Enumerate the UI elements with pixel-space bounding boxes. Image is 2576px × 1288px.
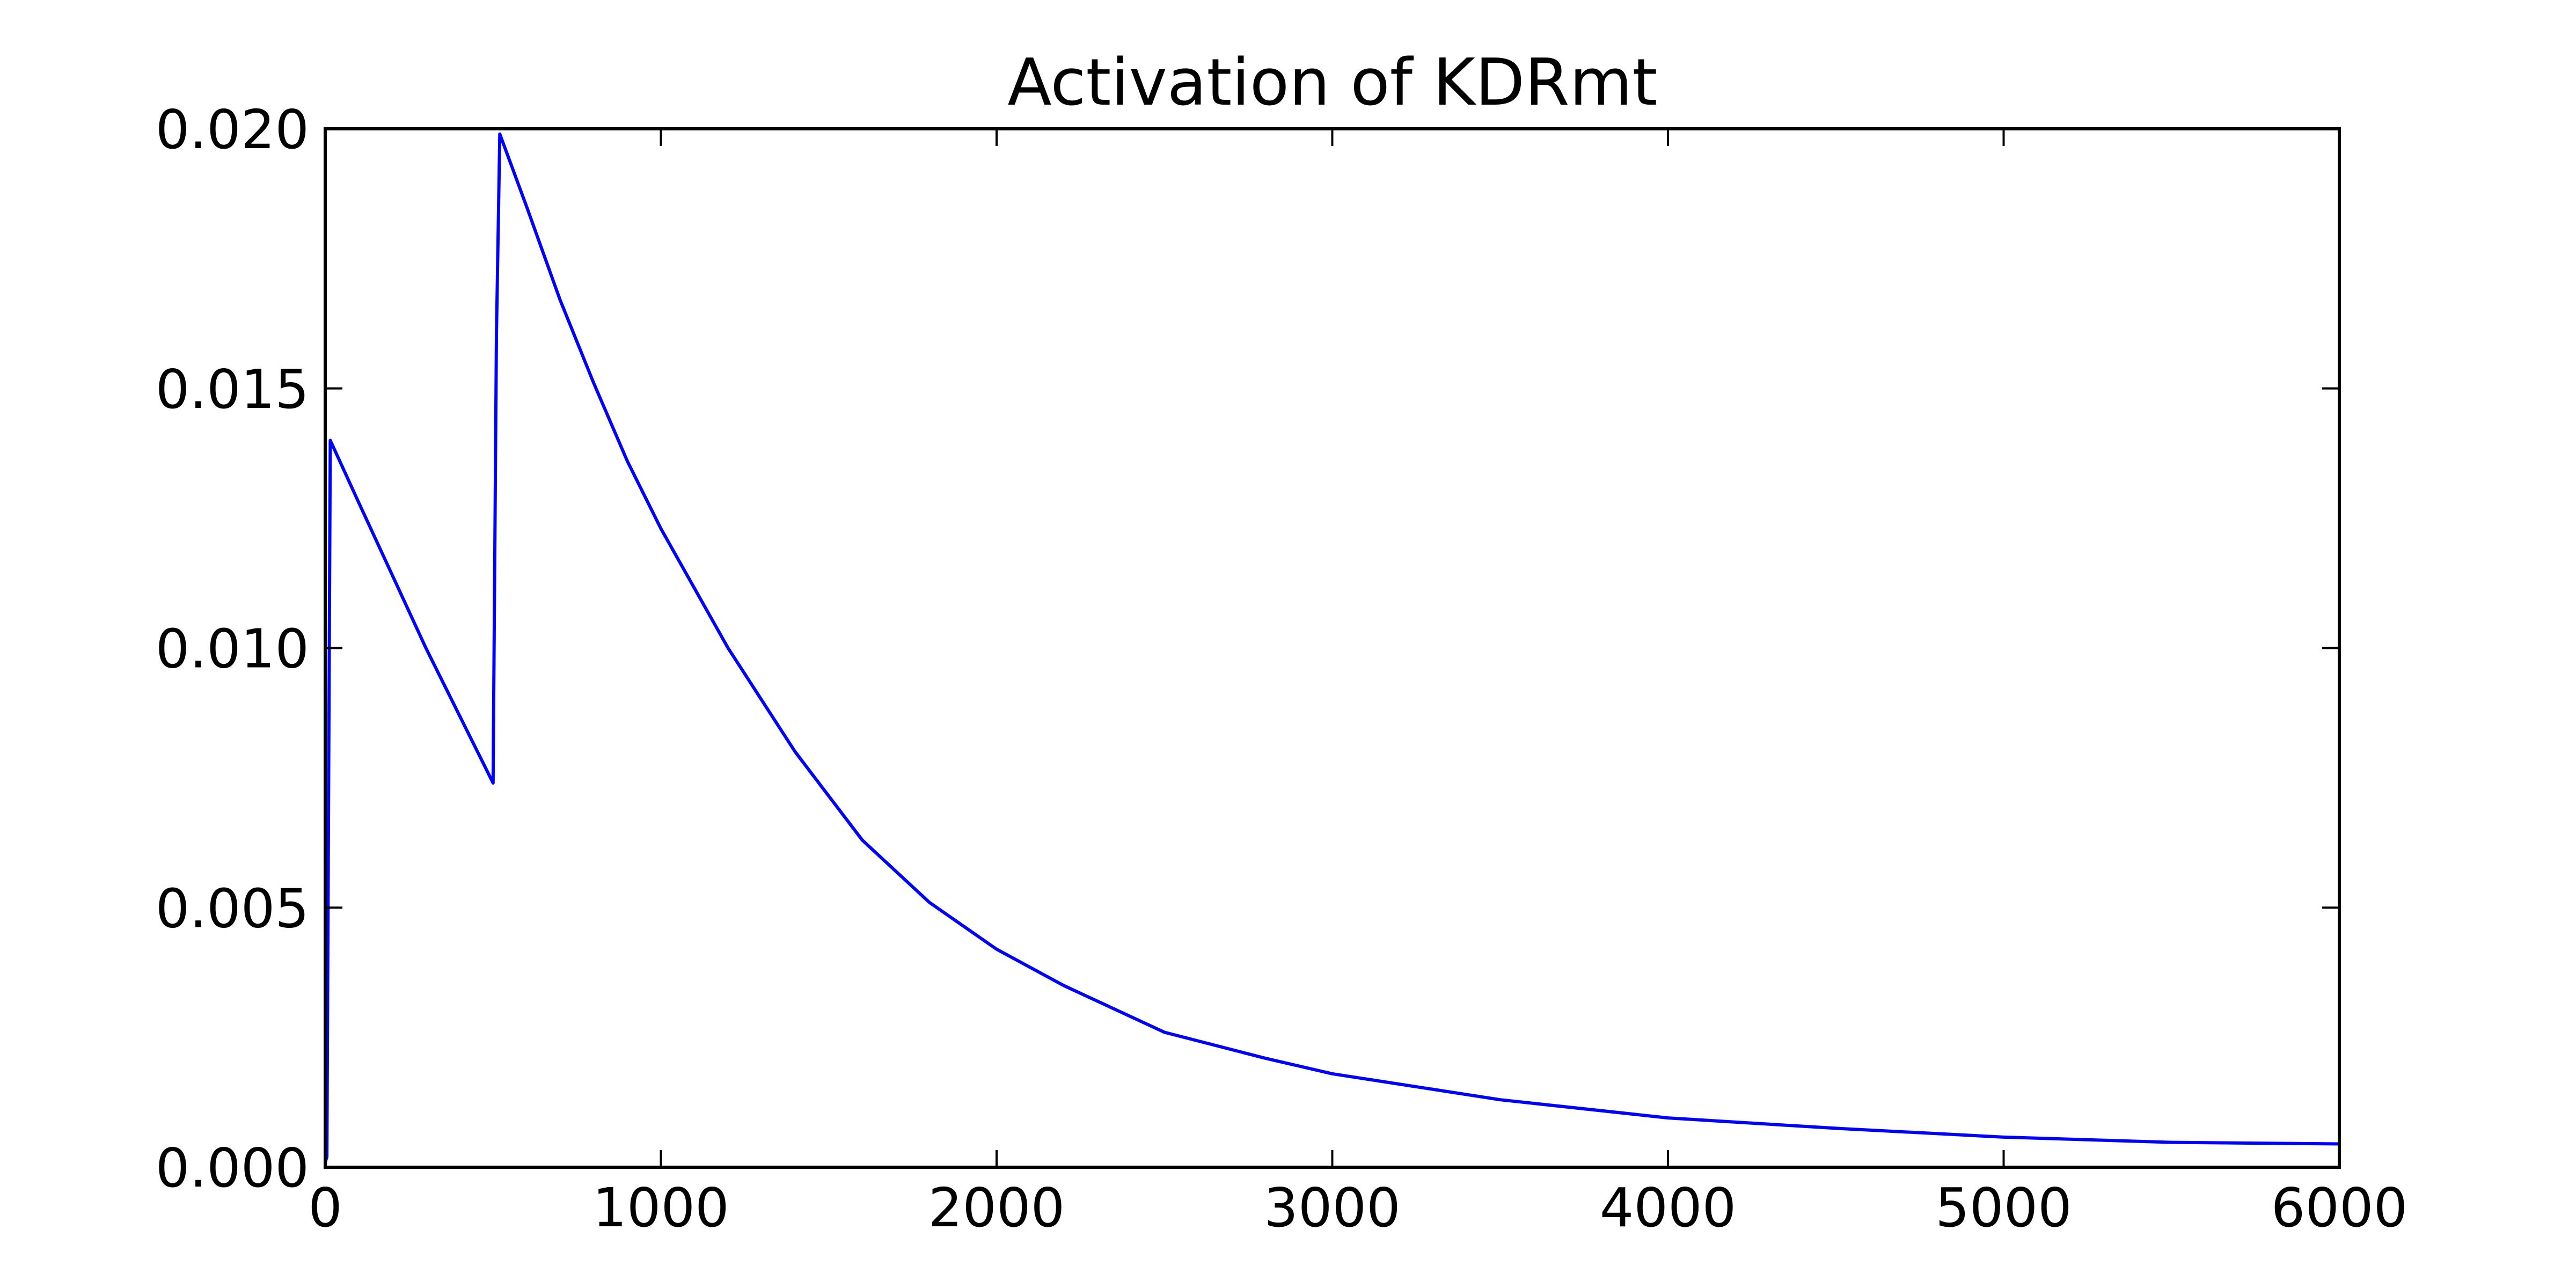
x-tick-label-1: 1000 — [592, 1176, 729, 1239]
ticks-layer — [324, 128, 2340, 1168]
x-tick-labels: 0 1000 2000 3000 4000 5000 6000 — [308, 1176, 2407, 1239]
x-tick-label-4: 4000 — [1600, 1176, 1737, 1239]
series-line-0 — [324, 132, 2340, 1163]
x-tick-label-2: 2000 — [928, 1176, 1065, 1239]
x-tick-label-0: 0 — [308, 1176, 342, 1239]
chart-title: Activation of KDRmt — [1007, 46, 1657, 120]
y-tick-label-2: 0.010 — [156, 618, 309, 680]
y-tick-label-1: 0.005 — [156, 877, 309, 940]
x-tick-label-6: 6000 — [2271, 1176, 2408, 1239]
series-layer — [324, 132, 2340, 1163]
y-tick-label-4: 0.020 — [156, 98, 309, 161]
x-tick-label-5: 5000 — [1935, 1176, 2072, 1239]
y-tick-label-0: 0.000 — [156, 1137, 309, 1199]
y-tick-label-3: 0.015 — [156, 358, 309, 421]
y-tick-labels: 0.000 0.005 0.010 0.015 0.020 — [156, 98, 309, 1199]
x-tick-label-3: 3000 — [1264, 1176, 1401, 1239]
plot-frame — [324, 127, 2341, 1169]
